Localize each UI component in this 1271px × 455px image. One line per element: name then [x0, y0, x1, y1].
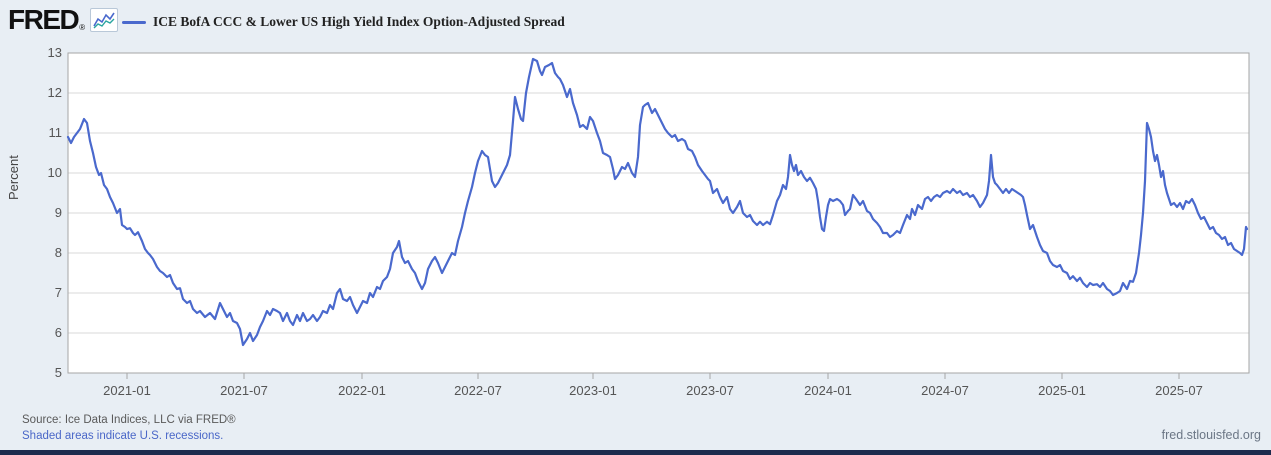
y-tick-label-12: 12	[47, 85, 62, 100]
fred-graph-icon	[90, 8, 119, 32]
fred-site-link[interactable]: fred.stlouisfed.org	[1161, 428, 1261, 442]
recessions-note-link[interactable]: Shaded areas indicate U.S. recessions.	[22, 430, 224, 442]
x-tick-label-2022-07: 2022-07	[454, 383, 502, 398]
y-tick-label-6: 6	[54, 325, 62, 340]
x-tick-label-2025-07: 2025-07	[1155, 383, 1203, 398]
x-tick-label-2023-07: 2023-07	[686, 383, 734, 398]
x-tick-label-2021-07: 2021-07	[220, 383, 268, 398]
legend: ICE BofA CCC & Lower US High Yield Index…	[122, 14, 565, 30]
series-line-0	[66, 57, 1249, 347]
y-tick-label-7: 7	[54, 285, 62, 300]
registered-mark: ®	[79, 23, 86, 32]
y-tick-label-8: 8	[54, 245, 62, 260]
plot-border	[67, 52, 1250, 374]
series-line-swatch	[122, 20, 146, 24]
x-tick-label-2024-07: 2024-07	[921, 383, 969, 398]
source-text: Source: Ice Data Indices, LLC via FRED®	[22, 414, 236, 426]
x-tick-label-2022-01: 2022-01	[338, 383, 386, 398]
y-tick-label-13: 13	[47, 45, 62, 60]
header: FRED ®	[8, 4, 119, 35]
series-legend-label: ICE BofA CCC & Lower US High Yield Index…	[153, 14, 565, 29]
fred-logo[interactable]: FRED	[8, 4, 80, 35]
y-tick-label-11: 11	[48, 125, 63, 140]
x-tick-label-2024-01: 2024-01	[804, 383, 852, 398]
x-tick-label-2023-01: 2023-01	[569, 383, 617, 398]
y-tick-label-9: 9	[54, 205, 62, 220]
bottom-border-bar	[0, 450, 1271, 455]
x-tick-label-2025-01: 2025-01	[1038, 383, 1086, 398]
y-tick-label-10: 10	[47, 165, 62, 180]
x-tick-label-2021-01: 2021-01	[103, 383, 151, 398]
y-tick-label-5: 5	[54, 365, 62, 380]
